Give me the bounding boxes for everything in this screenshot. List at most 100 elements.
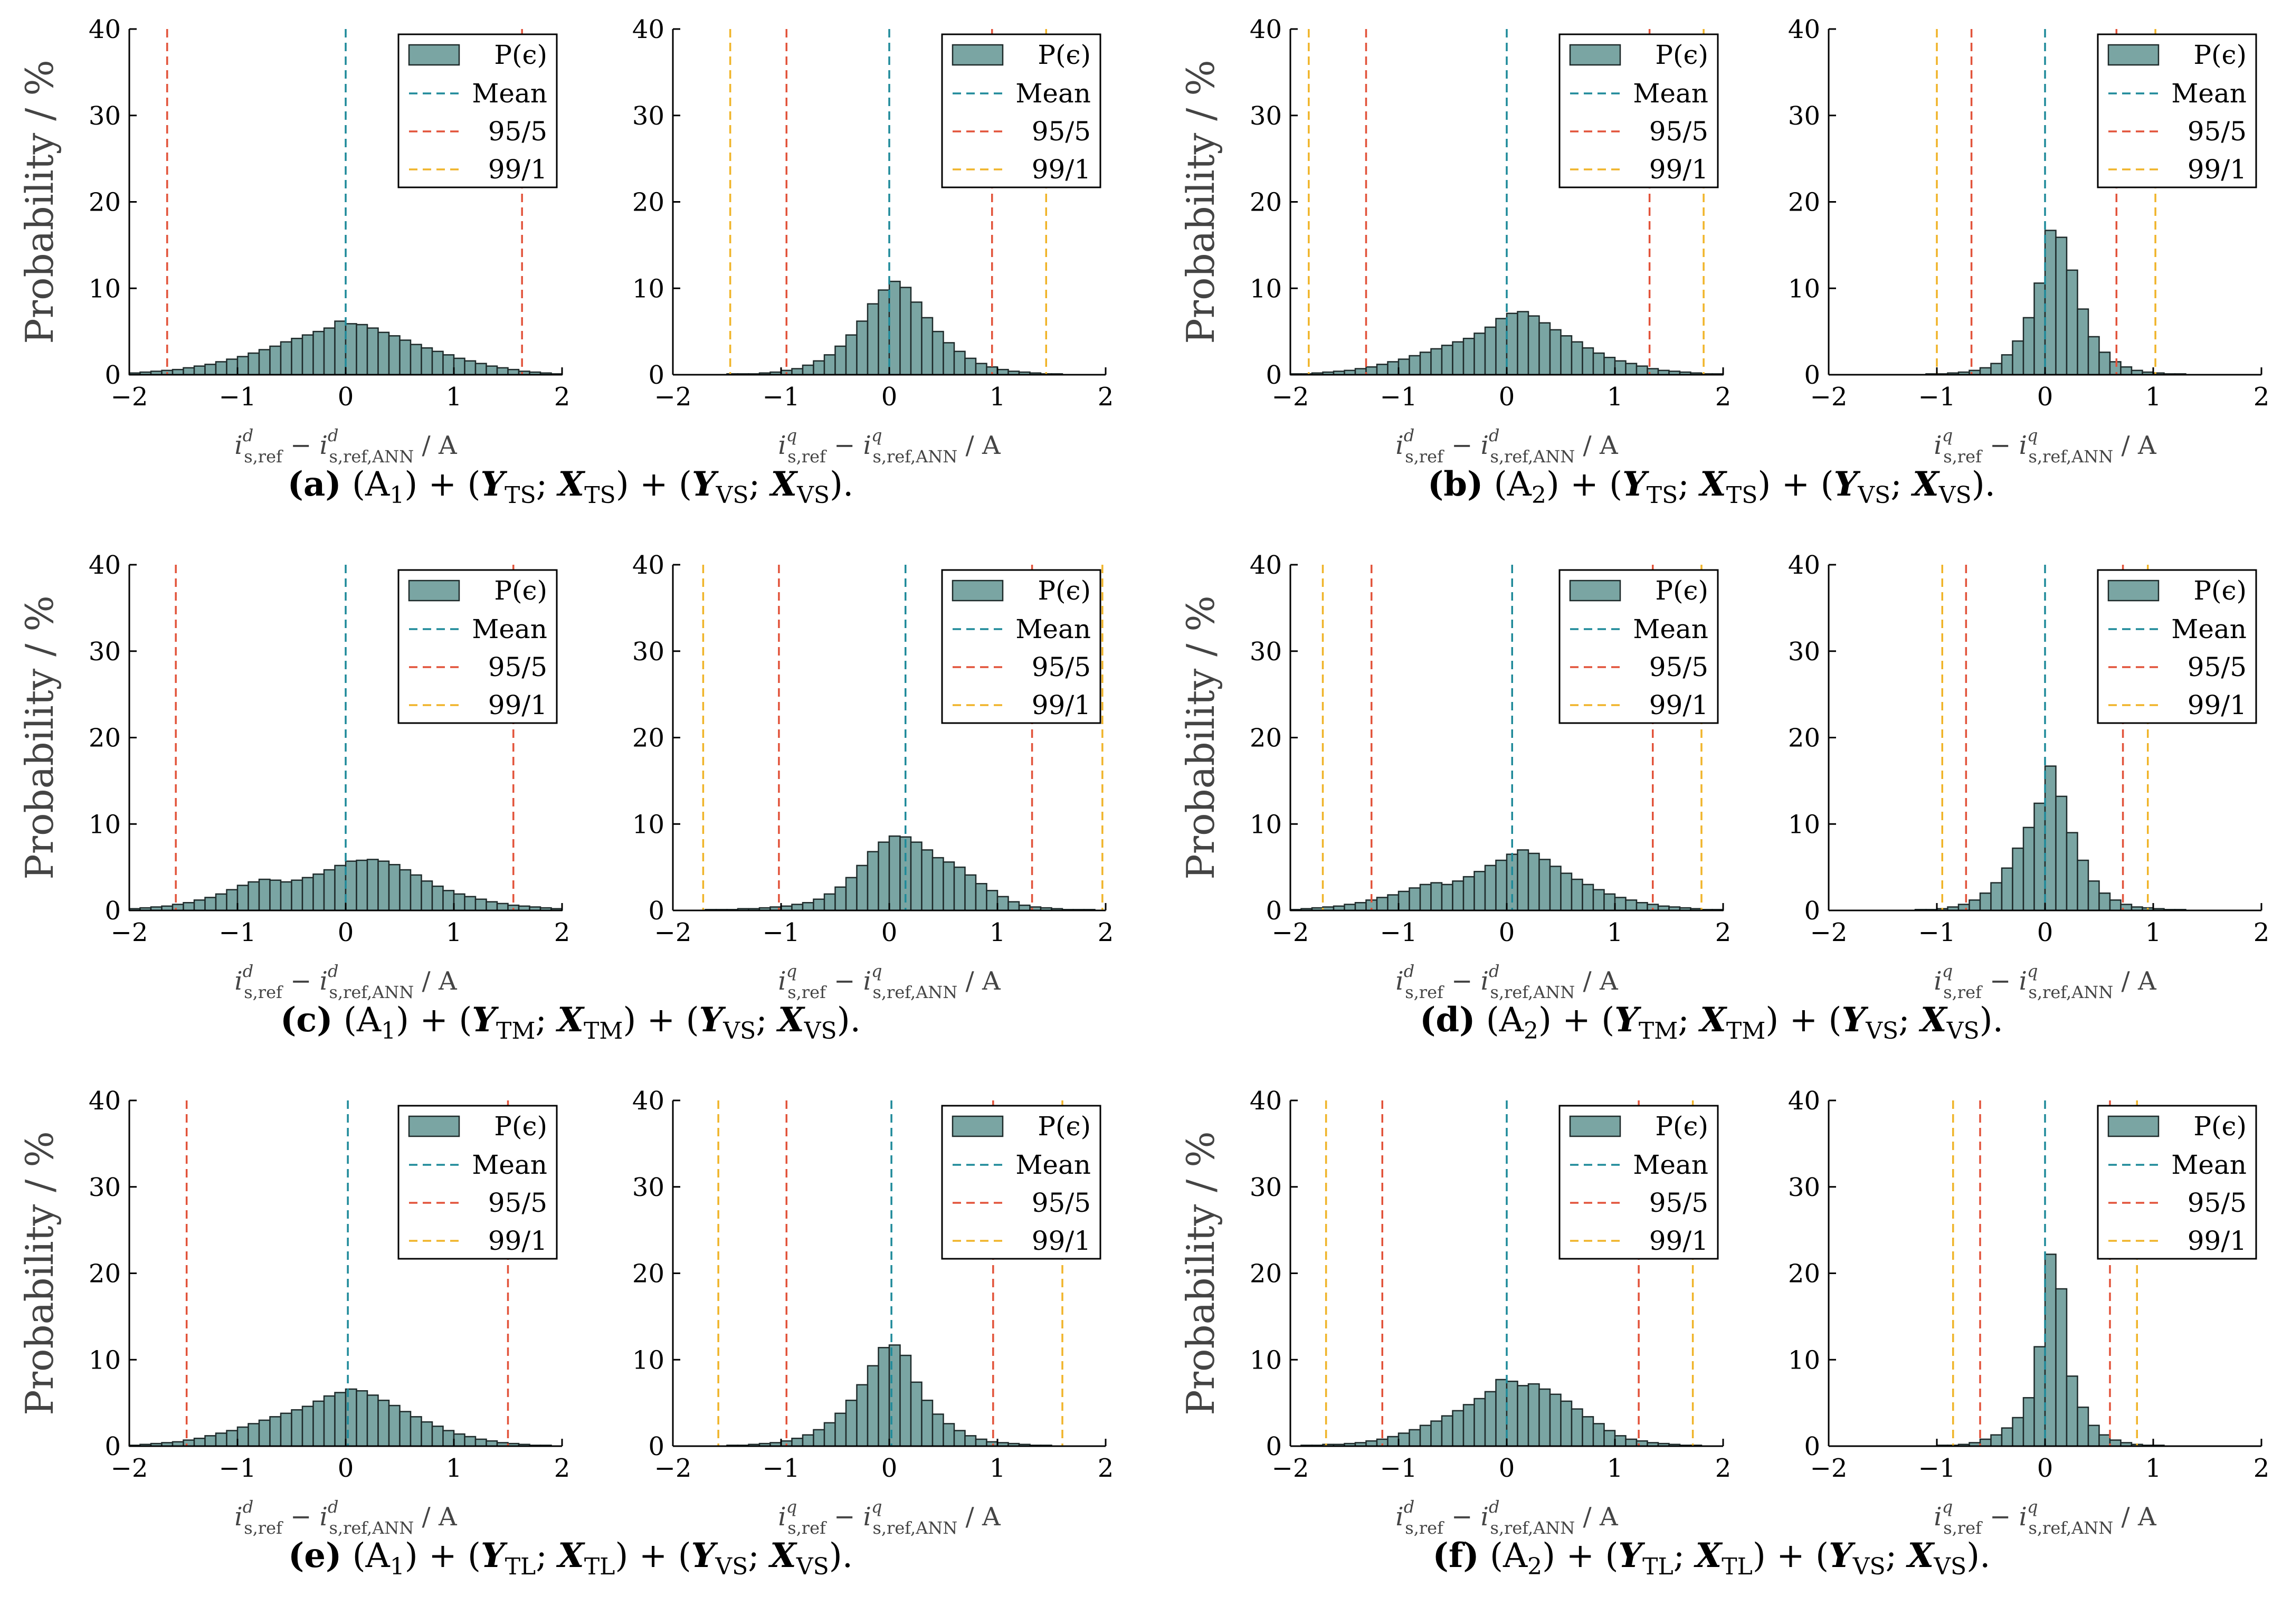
- caption-train-y-sub: TS: [505, 482, 536, 509]
- histogram-bar: [1979, 367, 1992, 376]
- legend-label-hist: P(ϵ): [2193, 40, 2247, 70]
- histogram-bar: [193, 1438, 206, 1447]
- histogram-bar: [834, 345, 847, 376]
- histogram-bar: [215, 361, 227, 376]
- caption-val-x: X: [778, 1000, 804, 1040]
- histogram-bar: [1538, 322, 1551, 376]
- x-tick-label: 1: [990, 1454, 1006, 1483]
- legend: P(ϵ) Mean 95/5 99/1: [941, 33, 1101, 188]
- histogram-bar: [1473, 871, 1486, 911]
- legend-label-mean: Mean: [1633, 78, 1708, 109]
- histogram-bar: [377, 331, 390, 376]
- histogram-bar: [1614, 897, 1627, 911]
- y-tick-label: 10: [632, 810, 664, 839]
- legend-swatch-hist: [952, 580, 1004, 602]
- x-tick-label: 0: [338, 382, 354, 412]
- legend-label-hist: P(ϵ): [1655, 40, 1708, 70]
- y-axis-label: Probability / %: [17, 1131, 62, 1415]
- y-tick-label: 20: [1250, 188, 1282, 217]
- histogram-bar: [226, 1430, 239, 1447]
- panel-e-q: 0 10 20 30 40 −2 −1 0 1 2 iq s,ref − iq s,ref,ANN / …: [632, 1086, 1114, 1538]
- histogram-bar: [323, 327, 336, 376]
- histogram-bar: [910, 841, 923, 911]
- histogram-bar: [312, 330, 325, 376]
- histogram-bar: [834, 1412, 847, 1447]
- histogram-bar: [356, 859, 368, 911]
- legend-label-p99: 99/1: [1032, 690, 1091, 720]
- x-tick-label: 2: [1715, 918, 1732, 947]
- y-tick-label: 30: [1788, 1173, 1820, 1202]
- legend-label-mean: Mean: [1633, 1150, 1708, 1180]
- histogram-bar: [1990, 363, 2003, 376]
- histogram-bar: [1441, 345, 1453, 376]
- histogram-bar: [1376, 897, 1389, 911]
- histogram-bar: [2044, 230, 2057, 376]
- histogram-bar: [878, 1347, 890, 1447]
- x-tick-label: −1: [219, 382, 256, 412]
- histogram-bar: [1419, 352, 1432, 376]
- caption-arch: (A: [1494, 465, 1532, 504]
- histogram-bar: [1007, 901, 1020, 911]
- y-tick-label: 10: [89, 1345, 121, 1375]
- histogram-bar: [323, 1395, 336, 1447]
- x-tick-label: −2: [111, 1454, 148, 1483]
- histogram-bar: [204, 364, 217, 376]
- y-axis-label: Probability / %: [1178, 595, 1223, 879]
- histogram-bar: [953, 1430, 966, 1447]
- caption-train-x: X: [1700, 1000, 1726, 1040]
- histogram-bar: [1397, 358, 1410, 376]
- histogram-bar: [964, 357, 977, 376]
- y-tick-label: 0: [1804, 360, 1820, 390]
- histogram-bar: [312, 873, 325, 911]
- x-tick-label: 2: [1098, 1454, 1114, 1483]
- y-axis-label: Probability / %: [1178, 1131, 1223, 1415]
- histogram-bar: [258, 1419, 271, 1447]
- histogram-bar: [2077, 308, 2089, 376]
- histogram-bar: [1419, 1424, 1432, 1447]
- legend: P(ϵ) Mean 95/5 99/1: [397, 1105, 558, 1260]
- histogram-bar: [1538, 859, 1551, 911]
- histogram-bar: [1527, 1383, 1540, 1447]
- histogram-bar: [226, 889, 239, 911]
- histogram-bar: [431, 885, 444, 911]
- y-tick-label: 0: [648, 1432, 664, 1461]
- y-tick-label: 40: [89, 15, 121, 44]
- x-tick-label: 0: [1499, 382, 1515, 412]
- legend-label-p95: 95/5: [488, 116, 547, 147]
- histogram-bar: [1517, 311, 1529, 376]
- y-tick-label: 10: [1788, 1345, 1820, 1375]
- x-tick-label: 2: [1715, 1454, 1732, 1483]
- histogram-bar: [921, 1399, 934, 1447]
- caption-train-y: Y: [480, 464, 505, 504]
- histogram-bar: [899, 287, 912, 376]
- legend-label-p95: 95/5: [1032, 1188, 1091, 1218]
- histogram-bar: [1549, 866, 1562, 911]
- histogram-bar: [1625, 1438, 1638, 1447]
- caption-val-y: Y: [691, 464, 716, 504]
- caption-val-x: X: [1920, 1000, 1947, 1040]
- histogram-bar: [410, 874, 422, 911]
- histogram-bar: [2098, 1434, 2111, 1447]
- caption-train-x: X: [558, 1536, 584, 1575]
- legend-swatch-hist: [2107, 580, 2160, 602]
- caption-train-y-sub: TS: [1646, 482, 1678, 509]
- x-tick-label: 0: [338, 918, 354, 947]
- histogram-bar: [878, 289, 890, 376]
- x-tick-label: 2: [2254, 1454, 2270, 1483]
- histogram-bar: [236, 356, 249, 376]
- caption-val-x-sub: VS: [1934, 1553, 1967, 1580]
- histogram-bar: [1571, 1408, 1583, 1447]
- legend-label-p95: 95/5: [1649, 116, 1708, 147]
- histogram-bar: [1538, 1388, 1551, 1447]
- histogram-bar: [921, 849, 934, 911]
- x-axis-label: id s,ref − id s,ref,ANN / A: [1395, 961, 1619, 1002]
- histogram-bar: [1409, 887, 1421, 911]
- histogram-bar: [2087, 336, 2100, 376]
- histogram-bar: [1957, 904, 1970, 911]
- histogram-bar: [899, 1354, 912, 1447]
- x-axis-label: iq s,ref − iq s,ref,ANN / A: [1934, 425, 2157, 467]
- histogram-bar: [486, 365, 498, 376]
- x-tick-label: 2: [1715, 382, 1732, 412]
- legend-label-hist: P(ϵ): [1038, 40, 1091, 70]
- caption-c: (c) (A1) + (YTM; XTM) + (YVS; XVS).: [280, 1000, 861, 1044]
